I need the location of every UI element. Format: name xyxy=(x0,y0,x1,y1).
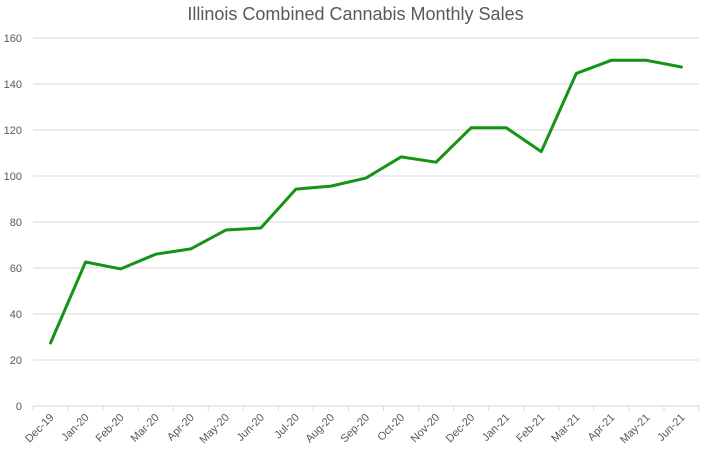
y-tick-label: 0 xyxy=(16,401,22,413)
x-tick-label: Apr-21 xyxy=(586,412,618,444)
x-axis xyxy=(32,405,700,411)
x-tick-label: Apr-20 xyxy=(165,412,197,444)
x-tick-label: Mar-20 xyxy=(129,412,162,445)
x-tick-label: Jun-21 xyxy=(655,412,687,444)
x-tick-label: Jul-20 xyxy=(272,412,302,442)
x-tick-label: Feb-20 xyxy=(94,412,127,445)
x-tick-label: Aug-20 xyxy=(303,412,337,446)
x-tick-label: Oct-20 xyxy=(375,412,407,444)
x-axis-ticks: Dec-19 Jan-20 Feb-20 Mar-20 Apr-20 May-20 Jun-… xyxy=(23,412,688,446)
y-axis-ticks: 0 20 40 60 80 100 120 140 160 xyxy=(4,33,22,413)
series-line xyxy=(49,58,683,345)
x-tick-label: Feb-21 xyxy=(514,412,547,445)
x-tick-label: Jan-21 xyxy=(480,412,512,444)
y-tick-label: 140 xyxy=(4,79,22,91)
chart-title: Illinois Combined Cannabis Monthly Sales xyxy=(187,4,524,24)
y-tick-label: 120 xyxy=(4,125,22,137)
y-tick-label: 100 xyxy=(4,171,22,183)
x-tick-label: May-20 xyxy=(197,412,231,446)
y-tick-label: 40 xyxy=(10,309,22,321)
x-tick-label: Jan-20 xyxy=(59,412,91,444)
x-tick-label: Dec-19 xyxy=(23,412,57,446)
y-tick-label: 60 xyxy=(10,263,22,275)
x-tick-label: Jun-20 xyxy=(235,412,267,444)
x-tick-label: Sep-20 xyxy=(339,412,373,446)
gridlines xyxy=(33,37,699,361)
y-tick-label: 80 xyxy=(10,217,22,229)
x-tick-label: Dec-20 xyxy=(444,412,478,446)
y-tick-label: 160 xyxy=(4,33,22,45)
series-layer xyxy=(49,58,683,345)
x-tick-label: May-21 xyxy=(618,412,652,446)
x-tick-label: Nov-20 xyxy=(409,412,443,446)
y-tick-label: 20 xyxy=(10,355,22,367)
x-tick-label: Mar-21 xyxy=(549,412,582,445)
